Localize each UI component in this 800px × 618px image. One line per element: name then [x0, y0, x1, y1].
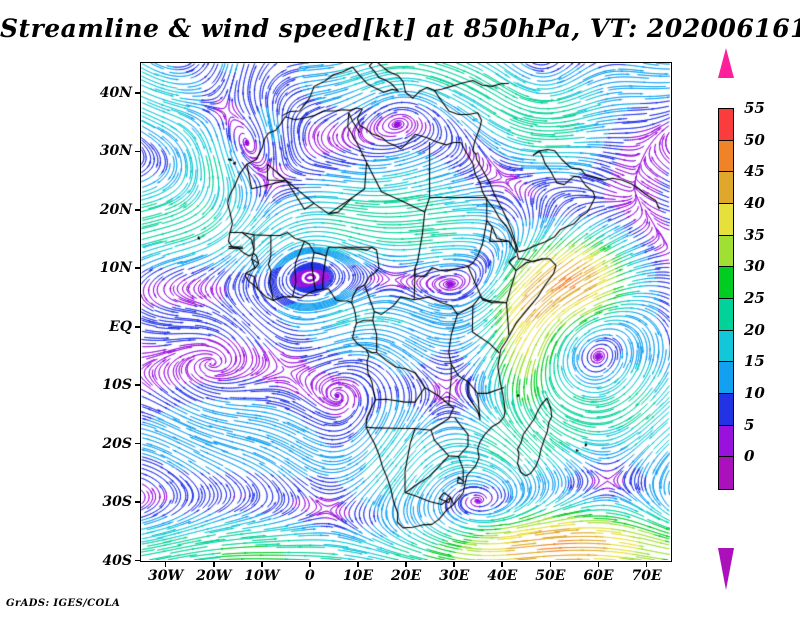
colorbar: 55 50 45 40 35 30 25 20 15 10 5 0: [718, 48, 765, 590]
y-axis-tick-mark: [135, 501, 141, 503]
x-axis-tick-label-60e: 60E: [583, 568, 614, 584]
y-axis-tick-mark: [135, 559, 141, 562]
y-axis-tick-mark: [135, 384, 141, 386]
x-axis-tick-label-30e: 30E: [439, 568, 470, 584]
colorbar-tick-label-40: 40: [744, 194, 765, 212]
y-axis-tick-mark: [135, 325, 141, 328]
x-axis-tick-mark: [357, 561, 359, 567]
x-axis-tick-label-40e: 40E: [487, 568, 518, 584]
colorbar-band-20-25: [719, 299, 733, 331]
colorbar-tick-label-0: 0: [744, 447, 755, 466]
y-axis-tick-label-10s: 10S: [102, 377, 132, 394]
x-axis-tick-label-0: 0: [305, 568, 315, 584]
x-axis-tick-label-10w: 10W: [244, 568, 280, 584]
x-axis-tick-mark: [164, 561, 167, 567]
y-axis-tick-mark: [135, 92, 141, 94]
x-axis-tick-label-10e: 10E: [342, 568, 374, 584]
colorbar-band-50-55: [719, 109, 733, 141]
plot-area: [140, 62, 672, 562]
colorbar-tick-label-10: 10: [744, 384, 765, 402]
colorbar-band-45-50: [719, 140, 733, 173]
x-axis-tick-mark: [597, 561, 600, 567]
y-axis-tick-label-eq: EQ: [109, 318, 132, 335]
x-axis-tick-label-20w: 20W: [196, 568, 232, 584]
colorbar-tick-label-30: 30: [744, 257, 765, 276]
y-axis-tick-mark: [135, 208, 141, 211]
x-axis-tick-label-70e: 70E: [631, 568, 662, 584]
y-axis-tick-label-40n: 40N: [99, 84, 132, 101]
y-axis-tick-label-30n: 30N: [99, 143, 132, 160]
colorbar-band-15-20: [719, 330, 733, 363]
colorbar-bands: [718, 108, 734, 490]
colorbar-band-25-30: [719, 267, 733, 299]
credit-label: GrADS: IGES/COLA: [6, 598, 121, 609]
colorbar-tick-label-45: 45: [744, 162, 765, 181]
colorbar-band-0-5: [719, 425, 733, 458]
x-axis-tick-label-20e: 20E: [391, 568, 422, 584]
page-title: Streamline & wind speed[kt] at 850hPa, V…: [0, 14, 800, 43]
colorbar-band-35-40: [719, 204, 733, 236]
colorbar-band--5-0: [719, 457, 733, 489]
y-axis-tick-mark: [135, 267, 141, 270]
colorbar-band-5-10: [719, 394, 733, 426]
colorbar-cap-bottom-icon: [718, 548, 734, 590]
colorbar-band-40-45: [719, 172, 733, 204]
y-axis-tick-label-40s: 40S: [102, 552, 132, 569]
y-axis-tick-label-20s: 20S: [102, 435, 132, 452]
y-axis-tick-label-10n: 10N: [99, 260, 132, 277]
x-axis-tick-mark: [645, 561, 648, 567]
x-axis-tick-mark: [405, 561, 407, 567]
colorbar-tick-label-25: 25: [744, 289, 765, 307]
y-axis-tick-mark: [135, 442, 141, 445]
y-axis-tick-label-20n: 20N: [99, 201, 132, 218]
streamline-field: [141, 63, 670, 560]
x-axis-tick-mark: [453, 561, 455, 567]
x-axis-tick-label-50e: 50E: [535, 568, 566, 584]
colorbar-tick-label-55: 55: [744, 99, 765, 117]
y-axis-tick-mark: [135, 150, 141, 153]
x-axis-tick-mark: [309, 561, 311, 567]
colorbar-band-30-35: [719, 235, 733, 268]
y-axis-tick-label-30s: 30S: [102, 494, 132, 511]
x-axis-tick-mark: [261, 561, 263, 567]
x-axis-tick-mark: [549, 561, 552, 567]
colorbar-tick-label-50: 50: [744, 130, 765, 149]
x-axis-tick-mark: [501, 561, 504, 567]
x-axis-tick-mark: [212, 561, 215, 567]
colorbar-cap-top-icon: [718, 48, 734, 78]
colorbar-tick-label-20: 20: [744, 320, 765, 339]
colorbar-tick-label-35: 35: [744, 225, 765, 244]
x-axis-tick-label-30w: 30W: [148, 568, 184, 584]
colorbar-tick-label-15: 15: [744, 352, 765, 371]
colorbar-band-10-15: [719, 362, 733, 394]
colorbar-tick-label-5: 5: [744, 415, 755, 434]
